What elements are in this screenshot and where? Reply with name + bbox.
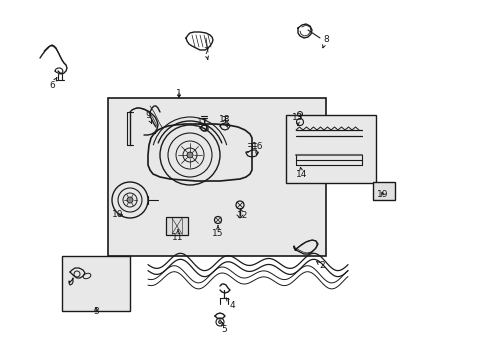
Text: 6: 6 (49, 78, 57, 90)
Circle shape (186, 152, 193, 158)
Text: 1: 1 (176, 89, 182, 98)
Text: 7: 7 (203, 48, 208, 59)
Text: 2: 2 (316, 261, 324, 270)
Text: 14: 14 (296, 167, 307, 180)
Text: 5: 5 (221, 323, 226, 334)
Bar (372, 182, 394, 200)
Text: 16: 16 (252, 143, 263, 155)
Text: 4: 4 (226, 298, 234, 310)
Circle shape (127, 197, 133, 203)
Text: 13: 13 (292, 113, 303, 125)
Bar (108, 98, 325, 256)
Circle shape (218, 320, 221, 324)
Bar (165, 217, 187, 235)
Text: 9: 9 (145, 112, 151, 123)
Text: 11: 11 (172, 230, 183, 242)
Text: 3: 3 (93, 307, 99, 316)
Bar (285, 115, 375, 183)
Bar (62, 256, 130, 311)
Text: 15: 15 (212, 226, 224, 238)
Text: 17: 17 (197, 118, 208, 130)
Text: 18: 18 (219, 116, 230, 127)
Text: 8: 8 (322, 36, 328, 48)
Text: 19: 19 (376, 190, 388, 199)
Text: 10: 10 (112, 211, 123, 220)
Text: 12: 12 (237, 208, 248, 220)
